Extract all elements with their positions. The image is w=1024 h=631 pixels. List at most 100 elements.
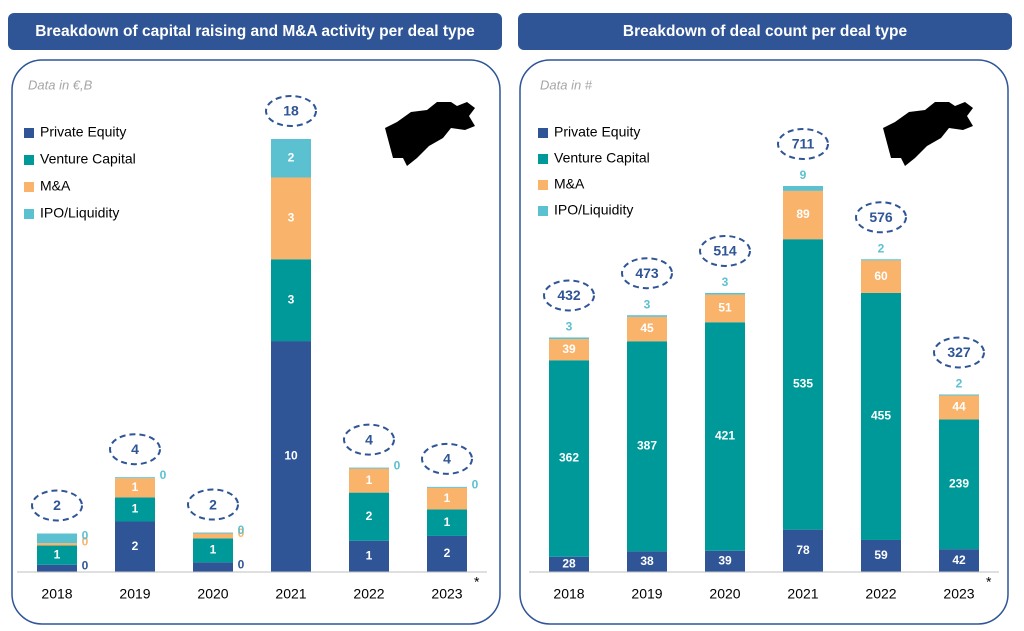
bar-segment — [783, 529, 823, 572]
chart-title: Breakdown of capital raising and M&A act… — [35, 23, 475, 40]
legend-swatch — [538, 128, 548, 138]
bar-segment — [37, 533, 77, 544]
x-tick-label: 2022 — [353, 586, 384, 602]
total-ellipse — [187, 488, 239, 521]
bar-segment — [549, 337, 589, 340]
bar-segment — [349, 467, 389, 469]
value-label: 1 — [366, 549, 373, 563]
total-label: 18 — [283, 103, 299, 119]
value-label: 535 — [793, 377, 813, 391]
bar-segment — [271, 341, 311, 572]
legend-swatch — [538, 180, 548, 190]
value-label: 0 — [82, 535, 89, 549]
legend-label: IPO/Liquidity — [40, 205, 119, 221]
bar-segment — [627, 316, 667, 342]
bar-segment — [627, 315, 667, 317]
value-label: 3 — [722, 275, 729, 289]
x-tick-label: 2022 — [865, 586, 896, 602]
total-label: 711 — [792, 136, 815, 152]
bar-segment — [349, 540, 389, 572]
value-label: 0 — [238, 526, 245, 540]
value-label: 44 — [952, 400, 966, 414]
bar-segment — [193, 538, 233, 563]
bar-segment — [861, 539, 901, 572]
bar-segment — [115, 478, 155, 498]
total-ellipse — [855, 201, 907, 234]
x-tick-label: 2018 — [41, 586, 72, 602]
legend-swatch — [538, 154, 548, 164]
bar-segment — [427, 486, 467, 488]
value-label: 39 — [562, 342, 576, 356]
value-label: 1 — [444, 491, 451, 505]
bar-segment — [783, 190, 823, 240]
value-label: 42 — [952, 553, 966, 567]
total-label: 4 — [365, 431, 373, 447]
total-label: 4 — [443, 451, 451, 467]
bar-segment — [271, 259, 311, 342]
value-label: 89 — [796, 207, 810, 221]
bar-segment — [939, 419, 979, 550]
bar-segment — [271, 139, 311, 178]
value-label: 2 — [132, 539, 139, 553]
value-label: 455 — [871, 409, 891, 423]
bar-segment — [549, 360, 589, 557]
bar-segment — [861, 259, 901, 261]
value-label: 3 — [288, 292, 295, 306]
total-ellipse — [699, 234, 751, 267]
x-tick-label: 2020 — [197, 586, 228, 602]
bar-segment — [37, 564, 77, 572]
subtitle: Data in # — [540, 77, 593, 92]
bar-segment — [939, 395, 979, 420]
x-tick-label: 2019 — [631, 586, 662, 602]
bar-segment — [349, 492, 389, 541]
value-label: 387 — [637, 438, 657, 452]
bar-segment — [705, 322, 745, 551]
bar-segment — [705, 550, 745, 572]
total-ellipse — [31, 489, 83, 522]
total-ellipse — [421, 442, 473, 475]
value-label: 0 — [160, 468, 167, 482]
value-label: 60 — [874, 269, 888, 283]
bar-segment — [193, 532, 233, 534]
note: * — [474, 574, 480, 590]
value-label: 2 — [366, 509, 373, 523]
bar-segment — [705, 292, 745, 295]
legend-swatch — [24, 209, 34, 219]
value-label: 1 — [366, 473, 373, 487]
bar-segment — [627, 341, 667, 552]
value-label: 1 — [132, 480, 139, 494]
value-label: 78 — [796, 543, 810, 557]
legend-swatch — [24, 182, 34, 192]
value-label: 3 — [566, 320, 573, 334]
value-label: 362 — [559, 451, 579, 465]
value-label: 0 — [472, 477, 479, 491]
value-label: 0 — [82, 528, 89, 542]
legend-swatch — [538, 206, 548, 216]
value-label: 9 — [800, 168, 807, 182]
total-label: 2 — [53, 497, 61, 513]
legend-label: Private Equity — [554, 124, 640, 140]
note: * — [986, 574, 992, 590]
left-header — [8, 13, 502, 50]
total-ellipse — [265, 95, 317, 127]
total-label: 2 — [209, 496, 217, 512]
legend-label: Venture Capital — [554, 150, 650, 166]
legend-label: Private Equity — [40, 124, 126, 140]
bar-segment — [939, 549, 979, 572]
value-label: 0 — [238, 523, 245, 537]
bar-segment — [427, 535, 467, 572]
value-label: 2 — [288, 150, 295, 164]
bar-segment — [193, 533, 233, 539]
value-label: 28 — [562, 557, 576, 571]
total-label: 473 — [635, 265, 659, 281]
bar-segment — [37, 543, 77, 546]
value-label: 239 — [949, 476, 969, 490]
bar-segment — [271, 177, 311, 260]
total-ellipse — [343, 423, 395, 456]
bar-segment — [861, 260, 901, 293]
bar-segment — [427, 487, 467, 510]
value-label: 2 — [444, 546, 451, 560]
bar-segment — [349, 468, 389, 493]
x-tick-label: 2019 — [119, 586, 150, 602]
